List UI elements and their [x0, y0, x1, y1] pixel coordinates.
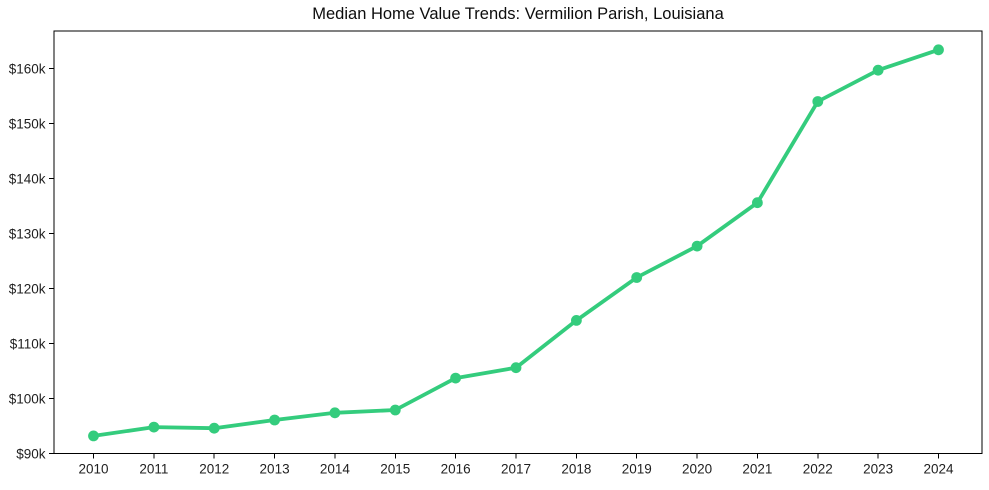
trend-line: [91, 47, 941, 438]
x-tick-label: 2017: [501, 462, 531, 477]
x-tick-label: 2014: [320, 462, 351, 477]
data-point-marker: [691, 240, 703, 252]
x-tick-label: 2016: [441, 462, 471, 477]
x-tick-label: 2015: [380, 462, 410, 477]
data-point-marker: [752, 197, 763, 209]
x-tick-label: 2012: [199, 462, 229, 477]
x-tick-label: 2010: [78, 462, 108, 477]
y-tick-label: $100k: [9, 391, 46, 406]
data-point-marker: [329, 407, 341, 419]
y-tick-label: $110k: [10, 336, 46, 351]
data-point-marker: [148, 421, 160, 433]
data-point-marker: [88, 430, 99, 442]
chart-title: Median Home Value Trends: Vermilion Pari…: [312, 5, 724, 23]
y-tick-label: $160k: [9, 61, 46, 76]
x-tick-label: 2020: [682, 462, 712, 477]
data-point-marker: [208, 422, 220, 434]
y-tick-label: $130k: [9, 226, 46, 241]
y-tick-label: $150k: [9, 116, 46, 131]
y-tick-label: $140k: [9, 171, 46, 186]
x-tick-label: 2021: [742, 462, 772, 477]
x-tick-label: 2023: [863, 462, 893, 477]
data-point-marker: [510, 362, 522, 374]
data-point-marker: [389, 404, 401, 416]
plot-frame: [53, 30, 983, 454]
data-point-marker: [571, 315, 582, 326]
x-tick-label: 2011: [139, 462, 168, 477]
data-point-marker: [269, 414, 280, 426]
x-tick-label: 2019: [622, 462, 652, 477]
x-tick-label: 2024: [923, 462, 954, 477]
data-point-marker: [872, 64, 884, 76]
y-tick-label: $90k: [16, 446, 46, 461]
data-point-marker: [450, 372, 461, 384]
x-tick-label: 2018: [561, 462, 591, 477]
data-point-marker: [933, 44, 944, 56]
x-tick-label: 2013: [260, 462, 290, 477]
y-tick-label: $120k: [9, 281, 46, 296]
data-point-marker: [812, 96, 824, 107]
x-tick-label: 2022: [803, 462, 833, 477]
data-point-marker: [631, 272, 643, 283]
